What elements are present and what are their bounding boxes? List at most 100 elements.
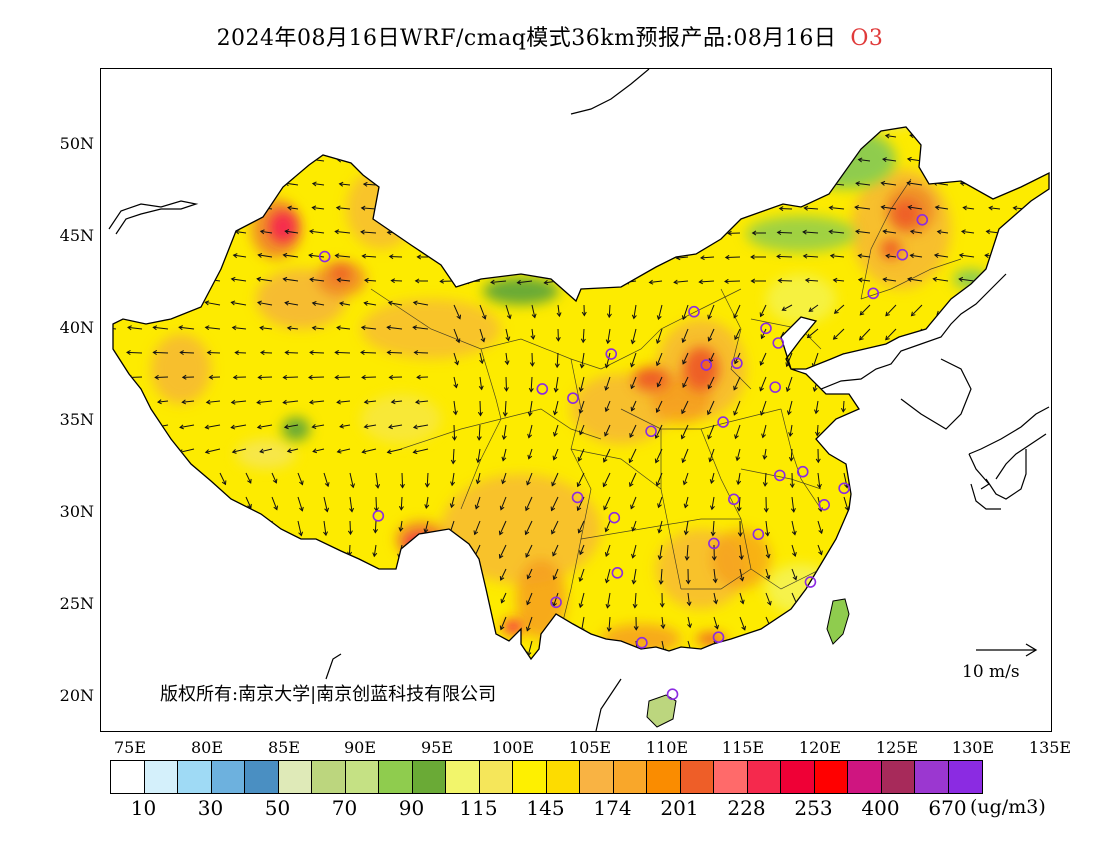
station-marker[interactable] bbox=[731, 357, 743, 370]
station-marker[interactable] bbox=[728, 493, 740, 506]
wind-arrow bbox=[156, 157, 169, 163]
station-marker[interactable] bbox=[536, 383, 549, 395]
wind-arrow bbox=[654, 424, 663, 439]
wind-arrow bbox=[360, 229, 377, 235]
wind-arrow bbox=[702, 230, 715, 236]
wind-arrow bbox=[127, 325, 143, 331]
lon-label-110e: 110E bbox=[645, 738, 689, 757]
lon-label-80e: 80E bbox=[190, 738, 224, 757]
wind-arrow bbox=[153, 86, 168, 90]
station-marker[interactable] bbox=[608, 511, 621, 524]
station-marker[interactable] bbox=[896, 248, 909, 261]
station-marker[interactable] bbox=[636, 636, 648, 649]
wind-arrow bbox=[856, 110, 870, 114]
station-marker[interactable] bbox=[760, 322, 772, 335]
wind-arrow bbox=[479, 328, 486, 343]
station-marker[interactable] bbox=[717, 416, 729, 428]
wind-arrow bbox=[282, 374, 299, 380]
legend-swatch bbox=[111, 761, 145, 793]
wind-arrow bbox=[738, 544, 744, 561]
wind-arrow bbox=[735, 448, 741, 462]
station-marker[interactable] bbox=[916, 213, 929, 226]
wind-arrow bbox=[622, 112, 636, 116]
station-marker[interactable] bbox=[700, 359, 713, 371]
wind-arrow bbox=[1025, 352, 1033, 368]
wind-arrow bbox=[859, 304, 871, 316]
station-marker[interactable] bbox=[838, 482, 850, 495]
station-marker[interactable] bbox=[796, 465, 809, 478]
wind-arrow bbox=[518, 183, 533, 189]
station-marker[interactable] bbox=[772, 337, 785, 349]
legend-tick-label: 670 bbox=[928, 796, 967, 820]
wind-arrow bbox=[606, 616, 612, 633]
wind-arrow bbox=[739, 592, 745, 605]
station-marker[interactable] bbox=[708, 537, 720, 550]
station-marker[interactable] bbox=[550, 596, 562, 609]
wind-arrow bbox=[181, 110, 194, 114]
lon-label-125e: 125E bbox=[875, 738, 919, 757]
station-marker[interactable] bbox=[752, 528, 765, 541]
wind-arrow bbox=[609, 665, 613, 676]
wind-arrow bbox=[334, 229, 351, 235]
wind-arrow bbox=[335, 110, 350, 114]
wind-arrow bbox=[347, 520, 353, 536]
wind-arrow bbox=[788, 448, 794, 462]
wind-arrow bbox=[447, 640, 455, 654]
station-marker[interactable] bbox=[712, 631, 725, 644]
wind-arrow bbox=[389, 134, 403, 140]
wind-arrow bbox=[605, 592, 611, 609]
wind-arrow bbox=[713, 616, 719, 630]
wind-arrow bbox=[501, 472, 507, 485]
wind-arrow bbox=[493, 231, 507, 237]
station-marker[interactable] bbox=[318, 250, 331, 263]
wind-arrow bbox=[550, 496, 559, 512]
station-marker[interactable] bbox=[605, 348, 618, 360]
wind-arrow bbox=[790, 496, 796, 513]
wind-arrow bbox=[179, 350, 195, 356]
wind-arrow bbox=[933, 133, 949, 138]
station-marker[interactable] bbox=[818, 499, 831, 511]
wind-arrow bbox=[933, 253, 949, 258]
wind-arrow bbox=[880, 204, 897, 210]
station-marker[interactable] bbox=[611, 567, 624, 579]
station-marker[interactable] bbox=[773, 469, 786, 482]
wind-arrow bbox=[308, 133, 325, 138]
wind-arrow bbox=[245, 472, 252, 484]
station-marker[interactable] bbox=[804, 576, 817, 588]
wind-arrow bbox=[499, 568, 507, 581]
map-panel[interactable] bbox=[100, 68, 1052, 732]
wind-arrow bbox=[568, 256, 585, 262]
wind-arrow bbox=[520, 207, 533, 213]
wind-arrow bbox=[869, 448, 875, 465]
station-marker[interactable] bbox=[769, 381, 781, 393]
station-marker[interactable] bbox=[867, 287, 880, 300]
station-marker[interactable] bbox=[372, 510, 385, 522]
wind-arrow bbox=[776, 254, 793, 260]
wind-arrow bbox=[204, 300, 221, 306]
wind-arrow bbox=[230, 399, 247, 405]
station-marker[interactable] bbox=[571, 491, 584, 504]
wind-arrow bbox=[882, 229, 897, 235]
station-marker[interactable] bbox=[666, 688, 679, 701]
wind-arrow bbox=[207, 133, 221, 139]
wind-arrow bbox=[528, 665, 532, 678]
wind-arrow bbox=[524, 520, 533, 536]
wind-arrow bbox=[311, 205, 325, 211]
station-marker[interactable] bbox=[567, 392, 579, 404]
wind-arrow bbox=[525, 544, 533, 558]
wind-arrow bbox=[415, 399, 429, 405]
station-marker[interactable] bbox=[645, 425, 657, 438]
wind-arrow bbox=[582, 665, 586, 675]
wind-arrow bbox=[934, 205, 949, 211]
wind-arrow bbox=[1015, 304, 1027, 310]
wind-arrow bbox=[998, 568, 1004, 580]
wind-arrow bbox=[765, 544, 771, 559]
wind-arrow bbox=[895, 424, 901, 441]
station-marker[interactable] bbox=[688, 305, 700, 318]
wind-arrow bbox=[257, 180, 273, 186]
wind-arrow bbox=[501, 665, 506, 679]
wind-arrow bbox=[440, 87, 454, 91]
wind-arrow bbox=[153, 181, 169, 187]
wind-arrow bbox=[817, 616, 826, 632]
wind-arrow bbox=[129, 301, 143, 306]
